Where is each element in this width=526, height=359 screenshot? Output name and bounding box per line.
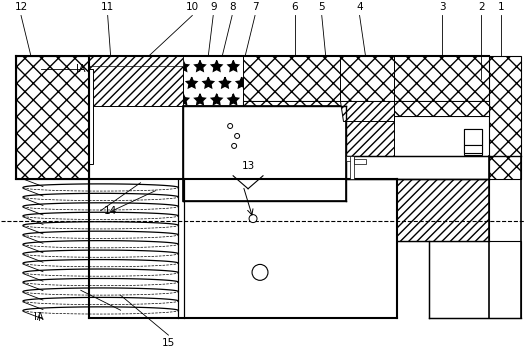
Bar	[464, 129, 482, 145]
Bar	[16, 56, 89, 179]
Polygon shape	[243, 56, 340, 101]
Bar	[353, 159, 366, 164]
Bar	[89, 179, 398, 318]
Bar	[346, 156, 489, 179]
Text: 1: 1	[498, 3, 504, 13]
Bar	[340, 164, 350, 179]
Polygon shape	[243, 101, 489, 116]
Polygon shape	[89, 56, 184, 66]
Bar	[464, 129, 482, 145]
Text: 4: 4	[356, 3, 363, 13]
Text: 15: 15	[162, 338, 175, 348]
Text: 13: 13	[241, 161, 255, 171]
Text: 7: 7	[252, 3, 258, 13]
Polygon shape	[243, 101, 489, 116]
Circle shape	[252, 265, 268, 280]
Polygon shape	[184, 106, 243, 149]
Text: 9: 9	[210, 3, 217, 13]
Polygon shape	[89, 56, 184, 106]
Circle shape	[235, 134, 240, 139]
Polygon shape	[340, 101, 394, 156]
Bar	[88, 69, 93, 164]
Text: 10: 10	[186, 3, 199, 13]
Polygon shape	[184, 56, 243, 106]
Bar	[340, 156, 394, 164]
Polygon shape	[340, 101, 394, 121]
Bar	[346, 156, 353, 161]
Bar	[464, 145, 482, 155]
Bar	[398, 179, 489, 241]
Text: 12: 12	[14, 3, 28, 13]
Polygon shape	[340, 101, 489, 116]
Circle shape	[249, 215, 257, 223]
Text: IA: IA	[76, 64, 86, 74]
Text: IA: IA	[34, 312, 44, 322]
Text: 11: 11	[101, 3, 114, 13]
Circle shape	[231, 144, 237, 148]
Bar	[184, 106, 346, 201]
Text: 2: 2	[478, 3, 484, 13]
Text: 6: 6	[291, 3, 298, 13]
Bar	[464, 145, 482, 153]
Circle shape	[228, 123, 232, 129]
Polygon shape	[489, 56, 521, 179]
Polygon shape	[394, 56, 489, 101]
Text: 8: 8	[229, 3, 236, 13]
Bar	[429, 241, 521, 318]
Polygon shape	[340, 56, 394, 101]
Text: 3: 3	[439, 3, 446, 13]
Text: 14: 14	[104, 206, 117, 216]
Text: 5: 5	[318, 3, 325, 13]
Bar	[350, 156, 353, 179]
Polygon shape	[398, 179, 489, 241]
